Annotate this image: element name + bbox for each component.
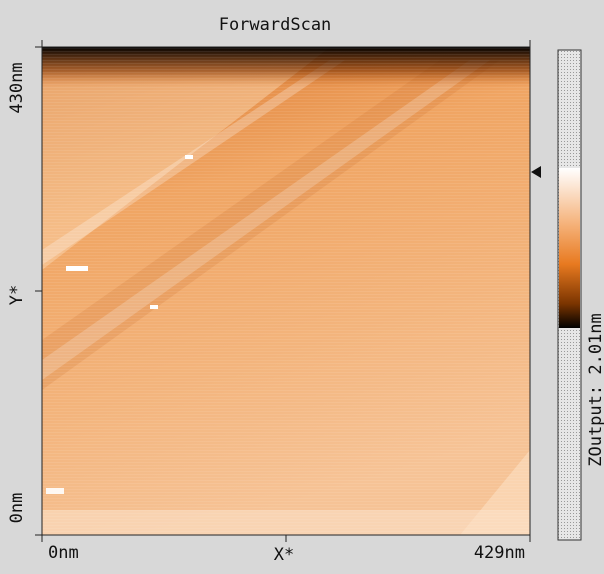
x-right-label: 429nm [474, 543, 525, 563]
scan-title: ForwardScan [219, 15, 332, 35]
x-left-label: 0nm [48, 543, 79, 563]
y-axis-name: Y* [7, 285, 27, 305]
scan-image [41, 46, 531, 536]
y-top-label: 430nm [7, 62, 27, 113]
colorbar-label: ZOutput: 2.01nm [586, 313, 604, 467]
y-bottom-label: 0nm [7, 493, 27, 524]
colorbar [531, 49, 582, 541]
x-axis-name: X* [274, 545, 294, 565]
axis-ticks [35, 40, 531, 542]
